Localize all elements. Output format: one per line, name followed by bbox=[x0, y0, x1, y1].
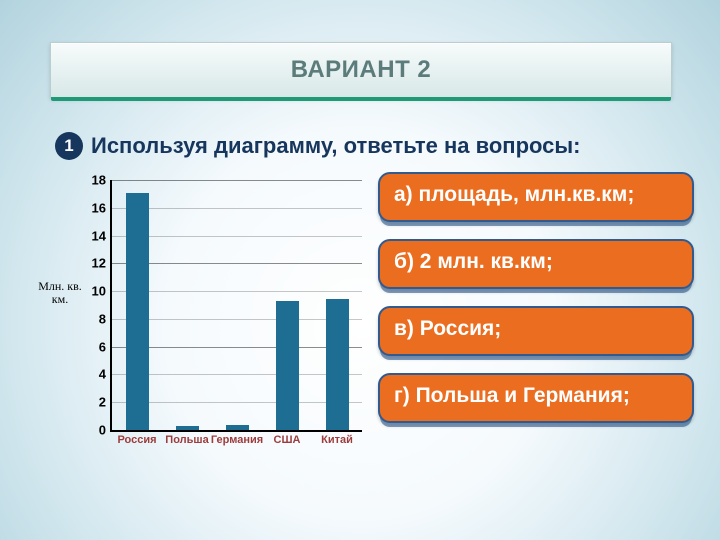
chart-y-tick: 18 bbox=[92, 173, 112, 188]
title-accent bbox=[51, 97, 671, 101]
answer-label: б) 2 млн. кв.км; bbox=[394, 250, 553, 273]
answer-label: в) Россия; bbox=[394, 317, 501, 340]
chart-bar bbox=[276, 301, 299, 430]
question-number: 1 bbox=[64, 136, 73, 156]
title-bar-inner: ВАРИАНТ 2 bbox=[50, 42, 672, 98]
chart-gridline bbox=[112, 319, 362, 320]
chart-gridline bbox=[112, 291, 362, 292]
chart-y-tick: 16 bbox=[92, 200, 112, 215]
chart-y-tick: 6 bbox=[99, 339, 112, 354]
chart-plot-area: 024681012141618РоссияПольшаГерманияСШАКи… bbox=[110, 180, 362, 432]
chart-x-tick: США bbox=[274, 430, 301, 446]
chart-x-tick: Китай bbox=[321, 430, 353, 446]
chart-gridline bbox=[112, 263, 362, 264]
answer-a[interactable]: а) площадь, млн.кв.км; bbox=[378, 172, 694, 222]
chart-bar bbox=[326, 299, 349, 430]
chart-bar bbox=[126, 193, 149, 431]
question-number-badge: 1 bbox=[55, 132, 83, 160]
question-row: 1 Используя диаграмму, ответьте на вопро… bbox=[55, 132, 680, 160]
chart-x-tick: Россия bbox=[117, 430, 156, 446]
question-text: Используя диаграмму, ответьте на вопросы… bbox=[91, 133, 581, 159]
chart-gridline bbox=[112, 347, 362, 348]
answer-b[interactable]: б) 2 млн. кв.км; bbox=[378, 239, 694, 289]
chart-y-tick: 2 bbox=[99, 395, 112, 410]
chart-y-tick: 12 bbox=[92, 256, 112, 271]
slide-stage: ВАРИАНТ 2 1 Используя диаграмму, ответьт… bbox=[0, 0, 720, 540]
chart-x-tick: Германия bbox=[211, 430, 263, 446]
chart-x-tick: Польша bbox=[165, 430, 208, 446]
chart-gridline bbox=[112, 180, 362, 181]
title-bar: ВАРИАНТ 2 bbox=[50, 42, 670, 96]
chart-ylabel: Млн. кв. км. bbox=[30, 280, 90, 306]
chart-y-tick: 8 bbox=[99, 311, 112, 326]
answers-column: а) площадь, млн.кв.км; б) 2 млн. кв.км; … bbox=[378, 172, 694, 423]
chart-gridline bbox=[112, 374, 362, 375]
answer-label: а) площадь, млн.кв.км; bbox=[394, 183, 634, 206]
answer-label: г) Польша и Германия; bbox=[394, 384, 630, 407]
chart-gridline bbox=[112, 402, 362, 403]
chart-y-tick: 14 bbox=[92, 228, 112, 243]
answer-g[interactable]: г) Польша и Германия; bbox=[378, 373, 694, 423]
chart-y-tick: 0 bbox=[99, 423, 112, 438]
chart-y-tick: 10 bbox=[92, 284, 112, 299]
chart-panel: Млн. кв. км. 024681012141618РоссияПольша… bbox=[40, 170, 370, 490]
chart-gridline bbox=[112, 208, 362, 209]
title-text: ВАРИАНТ 2 bbox=[291, 56, 432, 84]
chart-gridline bbox=[112, 236, 362, 237]
chart-y-tick: 4 bbox=[99, 367, 112, 382]
answer-v[interactable]: в) Россия; bbox=[378, 306, 694, 356]
